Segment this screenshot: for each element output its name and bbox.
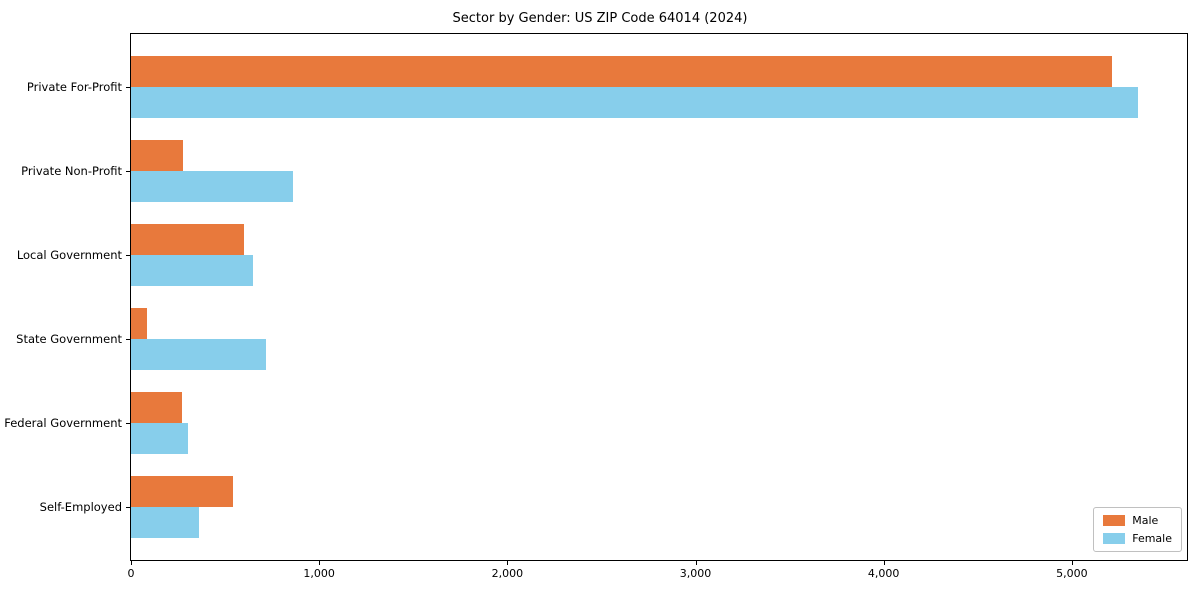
female-bar — [131, 423, 189, 454]
male-bar — [131, 476, 233, 507]
y-tick — [126, 423, 130, 424]
male-bar — [131, 392, 182, 423]
y-tick-label: Self-Employed — [39, 500, 122, 514]
x-tick-label: 0 — [127, 567, 135, 580]
x-tick-label: 2,000 — [491, 567, 524, 580]
female-bar — [131, 87, 1138, 118]
female-bar — [131, 171, 293, 202]
female-bar — [131, 339, 266, 370]
bar-group-local-government — [131, 213, 1187, 297]
y-tick — [126, 339, 130, 340]
male-bar — [131, 308, 147, 339]
male-bar — [131, 140, 183, 171]
y-tick — [126, 171, 130, 172]
legend-item-male: Male — [1103, 514, 1172, 527]
plot-area: Male Female — [130, 33, 1188, 561]
bar-group-self-employed — [131, 465, 1187, 549]
x-tick-label: 5,000 — [1056, 567, 1088, 580]
x-tick — [507, 561, 509, 565]
y-tick — [126, 87, 130, 88]
bar-group-federal-government — [131, 381, 1187, 465]
legend: Male Female — [1093, 507, 1182, 552]
x-tick-label: 4,000 — [867, 567, 900, 580]
bar-group-private-for-profit — [131, 45, 1187, 129]
x-tick-label: 1,000 — [303, 567, 335, 580]
legend-label: Male — [1132, 514, 1159, 527]
y-tick-label: State Government — [16, 332, 122, 346]
x-tick — [1071, 561, 1073, 565]
legend-item-female: Female — [1103, 532, 1172, 545]
male-bar — [131, 56, 1113, 87]
y-tick-label: Local Government — [16, 248, 122, 262]
y-tick-label: Federal Government — [4, 416, 122, 430]
y-tick-label: Private For-Profit — [26, 80, 122, 94]
y-tick — [126, 507, 130, 508]
legend-swatch-female — [1103, 533, 1126, 544]
male-bar — [131, 224, 244, 255]
x-tick — [319, 561, 321, 565]
female-bar — [131, 255, 254, 286]
y-tick-label: Private Non-Profit — [21, 164, 122, 178]
x-tick — [883, 561, 885, 565]
legend-label: Female — [1132, 532, 1172, 545]
bar-group-state-government — [131, 297, 1187, 381]
legend-swatch-male — [1103, 515, 1126, 526]
y-tick — [126, 255, 130, 256]
chart-title: Sector by Gender: US ZIP Code 64014 (202… — [452, 11, 748, 26]
x-tick-label: 3,000 — [679, 567, 712, 580]
x-tick — [131, 561, 132, 565]
female-bar — [131, 507, 199, 538]
x-tick — [695, 561, 697, 565]
bar-group-private-non-profit — [131, 129, 1187, 213]
